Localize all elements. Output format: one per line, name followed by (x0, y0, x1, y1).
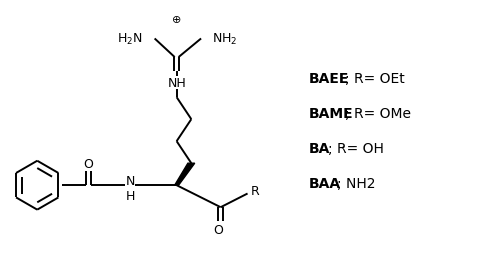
Text: $\rm{H_2N}$: $\rm{H_2N}$ (118, 32, 143, 47)
Text: $\oplus$: $\oplus$ (172, 14, 182, 25)
Text: O: O (84, 157, 94, 170)
Text: H: H (126, 190, 135, 203)
Text: BA: BA (308, 141, 330, 155)
Text: O: O (214, 223, 223, 236)
Polygon shape (174, 164, 195, 185)
Text: BAA: BAA (308, 177, 341, 190)
Text: BAME: BAME (308, 106, 354, 120)
Text: ; R= OMe: ; R= OMe (346, 106, 412, 120)
Text: N: N (126, 174, 135, 187)
Text: NH: NH (168, 77, 186, 90)
Text: R: R (250, 184, 260, 197)
Text: $\rm{NH_2}$: $\rm{NH_2}$ (212, 32, 238, 47)
Text: ; R= OH: ; R= OH (328, 141, 384, 155)
Text: ; NH2: ; NH2 (337, 177, 376, 190)
Text: ; R= OEt: ; R= OEt (346, 71, 405, 85)
Text: BAEE: BAEE (308, 71, 349, 85)
